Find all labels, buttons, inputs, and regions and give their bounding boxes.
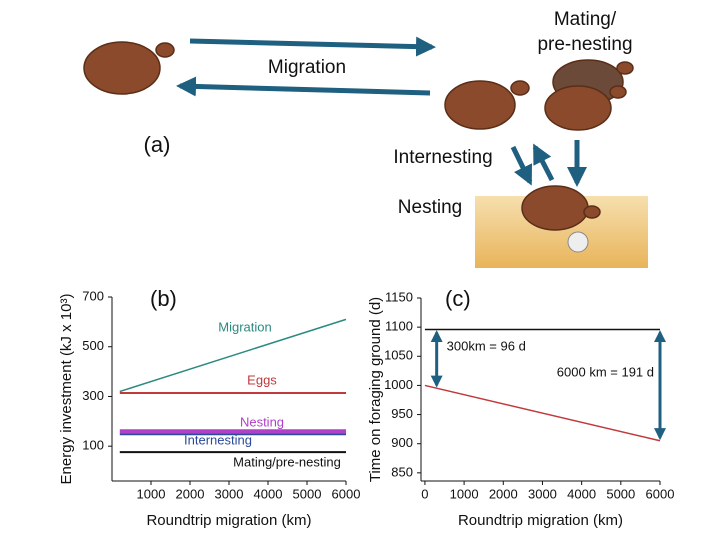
x-tick-label: 2000	[176, 486, 205, 501]
x-tick-label: 0	[421, 486, 428, 501]
annotation: 6000 km = 191 d	[557, 365, 654, 380]
annotation: 300km = 96 d	[447, 338, 526, 353]
panel-title: (b)	[150, 286, 177, 311]
data-line	[424, 384, 661, 442]
series-label: Nesting	[240, 414, 284, 429]
x-tick-label: 3000	[528, 486, 557, 501]
series-label: Migration	[218, 319, 271, 334]
mating-label: Mating/	[554, 9, 617, 30]
series-label: Eggs	[247, 372, 277, 387]
x-tick-label: 4000	[254, 486, 283, 501]
eggs-icon	[567, 231, 589, 253]
arrows	[176, 36, 587, 187]
turtles	[83, 41, 634, 231]
series-label: Mating/pre-nesting	[233, 454, 341, 469]
y-tick-label: 850	[391, 464, 413, 479]
y-tick-label: 300	[82, 388, 104, 403]
y-tick-label: 1050	[384, 348, 413, 363]
y-tick-label: 500	[82, 338, 104, 353]
y-tick-label: 100	[82, 438, 104, 453]
x-tick-label: 1000	[450, 486, 479, 501]
x-tick-label: 5000	[606, 486, 635, 501]
x-tick-label: 5000	[293, 486, 322, 501]
series-label: Internesting	[184, 432, 252, 447]
y-tick-label: 700	[82, 288, 104, 303]
y-axis-label: Time on foraging ground (d)	[367, 297, 384, 482]
y-tick-label: 1000	[384, 377, 413, 392]
x-tick-label: 2000	[489, 486, 518, 501]
y-tick-label: 900	[391, 435, 413, 450]
data-line	[119, 318, 347, 393]
nesting-label: Nesting	[398, 197, 462, 218]
x-tick-label: 6000	[646, 486, 675, 501]
y-axis-label: Energy investment (kJ x 10³)	[58, 294, 75, 485]
migration-label: Migration	[268, 57, 346, 78]
diagram: Migration Mating/ pre-nesting (a) Intern…	[83, 9, 648, 268]
panel-title: (c)	[445, 286, 471, 311]
x-axis-label: Roundtrip migration (km)	[458, 512, 623, 529]
mating-label: pre-nesting	[537, 34, 632, 55]
x-axis-label: Roundtrip migration (km)	[146, 512, 311, 529]
x-tick-label: 4000	[567, 486, 596, 501]
x-tick-label: 3000	[215, 486, 244, 501]
panel-label: (a)	[144, 132, 171, 157]
x-tick-label: 6000	[332, 486, 361, 501]
y-tick-label: 1100	[385, 319, 413, 334]
x-tick-label: 1000	[137, 486, 166, 501]
y-tick-label: 1150	[385, 289, 413, 304]
y-tick-label: 950	[391, 406, 413, 421]
internesting-label: Internesting	[393, 147, 492, 168]
